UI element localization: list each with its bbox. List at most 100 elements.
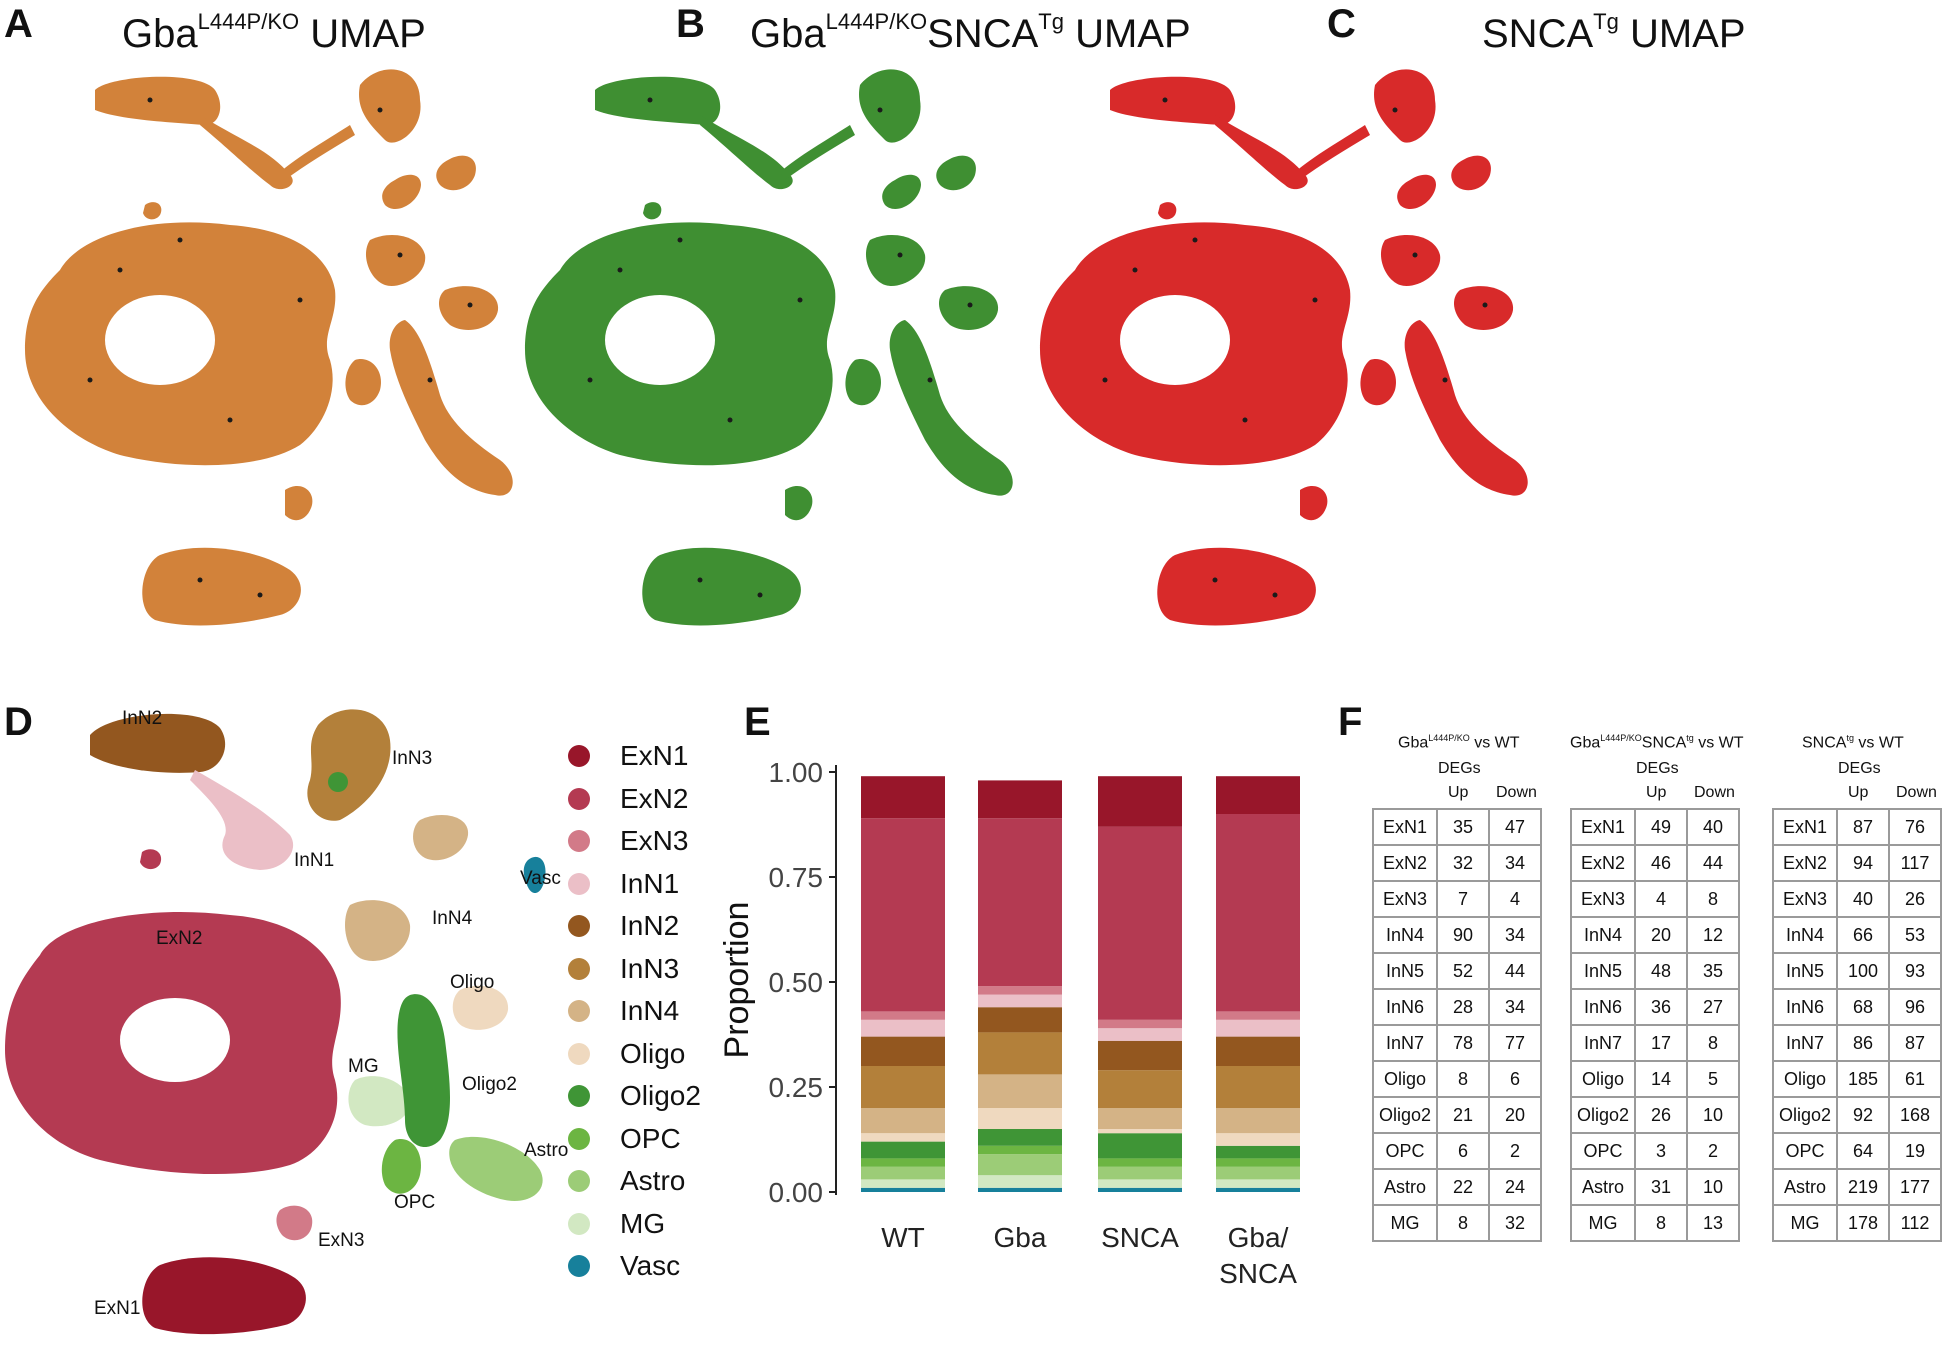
legend-swatch: [568, 1085, 590, 1107]
bar-segment-inn2: [1216, 1036, 1300, 1066]
up-count: 21: [1436, 1096, 1490, 1134]
down-count: 112: [1888, 1204, 1942, 1242]
up-count: 8: [1634, 1204, 1688, 1242]
cell-type: InN7: [1570, 1024, 1636, 1062]
legend-label: Astro: [620, 1165, 686, 1196]
cell-type: Astro: [1570, 1168, 1636, 1206]
down-count: 53: [1888, 916, 1942, 954]
bar-segment-inn3: [861, 1066, 945, 1108]
legend-label: Oligo2: [620, 1080, 701, 1111]
down-count: 93: [1888, 952, 1942, 990]
bar-segment-exn2: [978, 818, 1062, 987]
legend-item: InN2: [568, 906, 679, 946]
deg-up-header: Up: [1848, 784, 1869, 801]
cell-type: ExN3: [1372, 880, 1438, 918]
cell-type: MG: [1772, 1204, 1838, 1242]
cell-type: InN4: [1570, 916, 1636, 954]
x-tick-label: SNCA: [1101, 1222, 1179, 1253]
up-count: 87: [1836, 808, 1890, 846]
up-count: 31: [1634, 1168, 1688, 1206]
legend-item: InN4: [568, 991, 679, 1031]
cell-type: OPC: [1570, 1132, 1636, 1170]
cell-type: Oligo: [1570, 1060, 1636, 1098]
down-count: 34: [1488, 988, 1542, 1026]
down-count: 61: [1888, 1060, 1942, 1098]
legend-swatch: [568, 1170, 590, 1192]
legend-item: InN3: [568, 949, 679, 989]
bar-segment-astro: [1216, 1166, 1300, 1180]
legend-item: Oligo: [568, 1034, 685, 1074]
bar-segment-inn2: [978, 1007, 1062, 1033]
deg-title-sup: L444P/KO: [1600, 733, 1642, 743]
deg-title-main: Gba: [1570, 734, 1601, 752]
bar-segment-inn1: [1098, 1028, 1182, 1041]
down-count: 8: [1686, 880, 1740, 918]
table-row: MG 8 32: [1372, 1204, 1542, 1242]
up-count: 52: [1436, 952, 1490, 990]
table-row: ExN2 32 34: [1372, 844, 1542, 882]
table-row: ExN3 4 8: [1570, 880, 1740, 918]
table-row: InN7 17 8: [1570, 1024, 1740, 1062]
down-count: 40: [1686, 808, 1740, 846]
cell-type: Oligo2: [1570, 1096, 1636, 1134]
deg-label: DEGs: [1636, 760, 1679, 777]
up-count: 46: [1634, 844, 1688, 882]
down-count: 35: [1686, 952, 1740, 990]
cell-type: InN5: [1372, 952, 1438, 990]
deg-title-tail: vs WT: [1693, 734, 1744, 752]
bar-segment-mg: [1216, 1179, 1300, 1188]
down-count: 177: [1888, 1168, 1942, 1206]
legend-label: OPC: [620, 1122, 681, 1154]
down-count: 34: [1488, 844, 1542, 882]
umap-snca: [1040, 69, 1528, 626]
table-row: ExN2 94 117: [1772, 844, 1942, 882]
down-count: 77: [1488, 1024, 1542, 1062]
bar-segment-inn4: [978, 1074, 1062, 1108]
down-count: 13: [1686, 1204, 1740, 1242]
legend-swatch: [568, 957, 590, 980]
cell-type: OPC: [1772, 1132, 1838, 1170]
legend-label: ExN3: [620, 825, 689, 856]
table-row: InN7 86 87: [1772, 1024, 1942, 1062]
down-count: 34: [1488, 916, 1542, 954]
legend-item: OPC: [568, 1119, 681, 1159]
legend-label: InN4: [620, 995, 680, 1026]
bar-segment-oligo: [1216, 1133, 1300, 1146]
table-row: OPC 6 2: [1372, 1132, 1542, 1170]
legend-label: Oligo: [620, 1037, 686, 1069]
bar-segment-inn4: [861, 1108, 945, 1134]
up-count: 32: [1436, 844, 1490, 882]
cell-type: InN7: [1372, 1024, 1438, 1062]
table-row: ExN1 35 47: [1372, 808, 1542, 846]
cell-type: MG: [1570, 1204, 1636, 1242]
table-row: ExN1 87 76: [1772, 808, 1942, 846]
up-count: 185: [1836, 1060, 1890, 1098]
bar-segment-mg: [861, 1179, 945, 1188]
up-count: 78: [1436, 1024, 1490, 1062]
deg-title-tail: vs WT: [1469, 734, 1520, 752]
deg-title-tail: vs WT: [1853, 734, 1904, 752]
bar-segment-astro: [861, 1166, 945, 1180]
bar-segment-oligo2: [1098, 1133, 1182, 1159]
table-row: ExN1 49 40: [1570, 808, 1740, 846]
title-b-mid: SNCA: [927, 12, 1039, 56]
down-count: 10: [1686, 1096, 1740, 1134]
cell-type: Oligo: [1772, 1060, 1838, 1098]
deg-table-title: GbaL444P/KO vs WT: [1398, 733, 1520, 752]
table-row: Astro 31 10: [1570, 1168, 1740, 1206]
table-row: MG 8 13: [1570, 1204, 1740, 1242]
title-a-sup: L444P/KO: [197, 8, 300, 34]
down-count: 20: [1488, 1096, 1542, 1134]
legend-swatch: [568, 1127, 590, 1150]
deg-up-header: Up: [1448, 784, 1469, 801]
bar-segment-inn4: [1216, 1108, 1300, 1134]
legend-item: MG: [568, 1204, 665, 1244]
cluster-label-mg: MG: [348, 1056, 379, 1077]
deg-table: ExN1 49 40 ExN2 46 44 ExN3 4 8 InN4 20 12 InN5 48 35 In…: [1570, 808, 1740, 1242]
cell-type: Oligo2: [1772, 1096, 1838, 1134]
panel-letter-d: D: [4, 700, 33, 744]
title-b-sup: L444P/KO: [825, 8, 928, 34]
down-count: 19: [1888, 1132, 1942, 1170]
down-count: 5: [1686, 1060, 1740, 1098]
legend-swatch: [568, 1042, 590, 1065]
